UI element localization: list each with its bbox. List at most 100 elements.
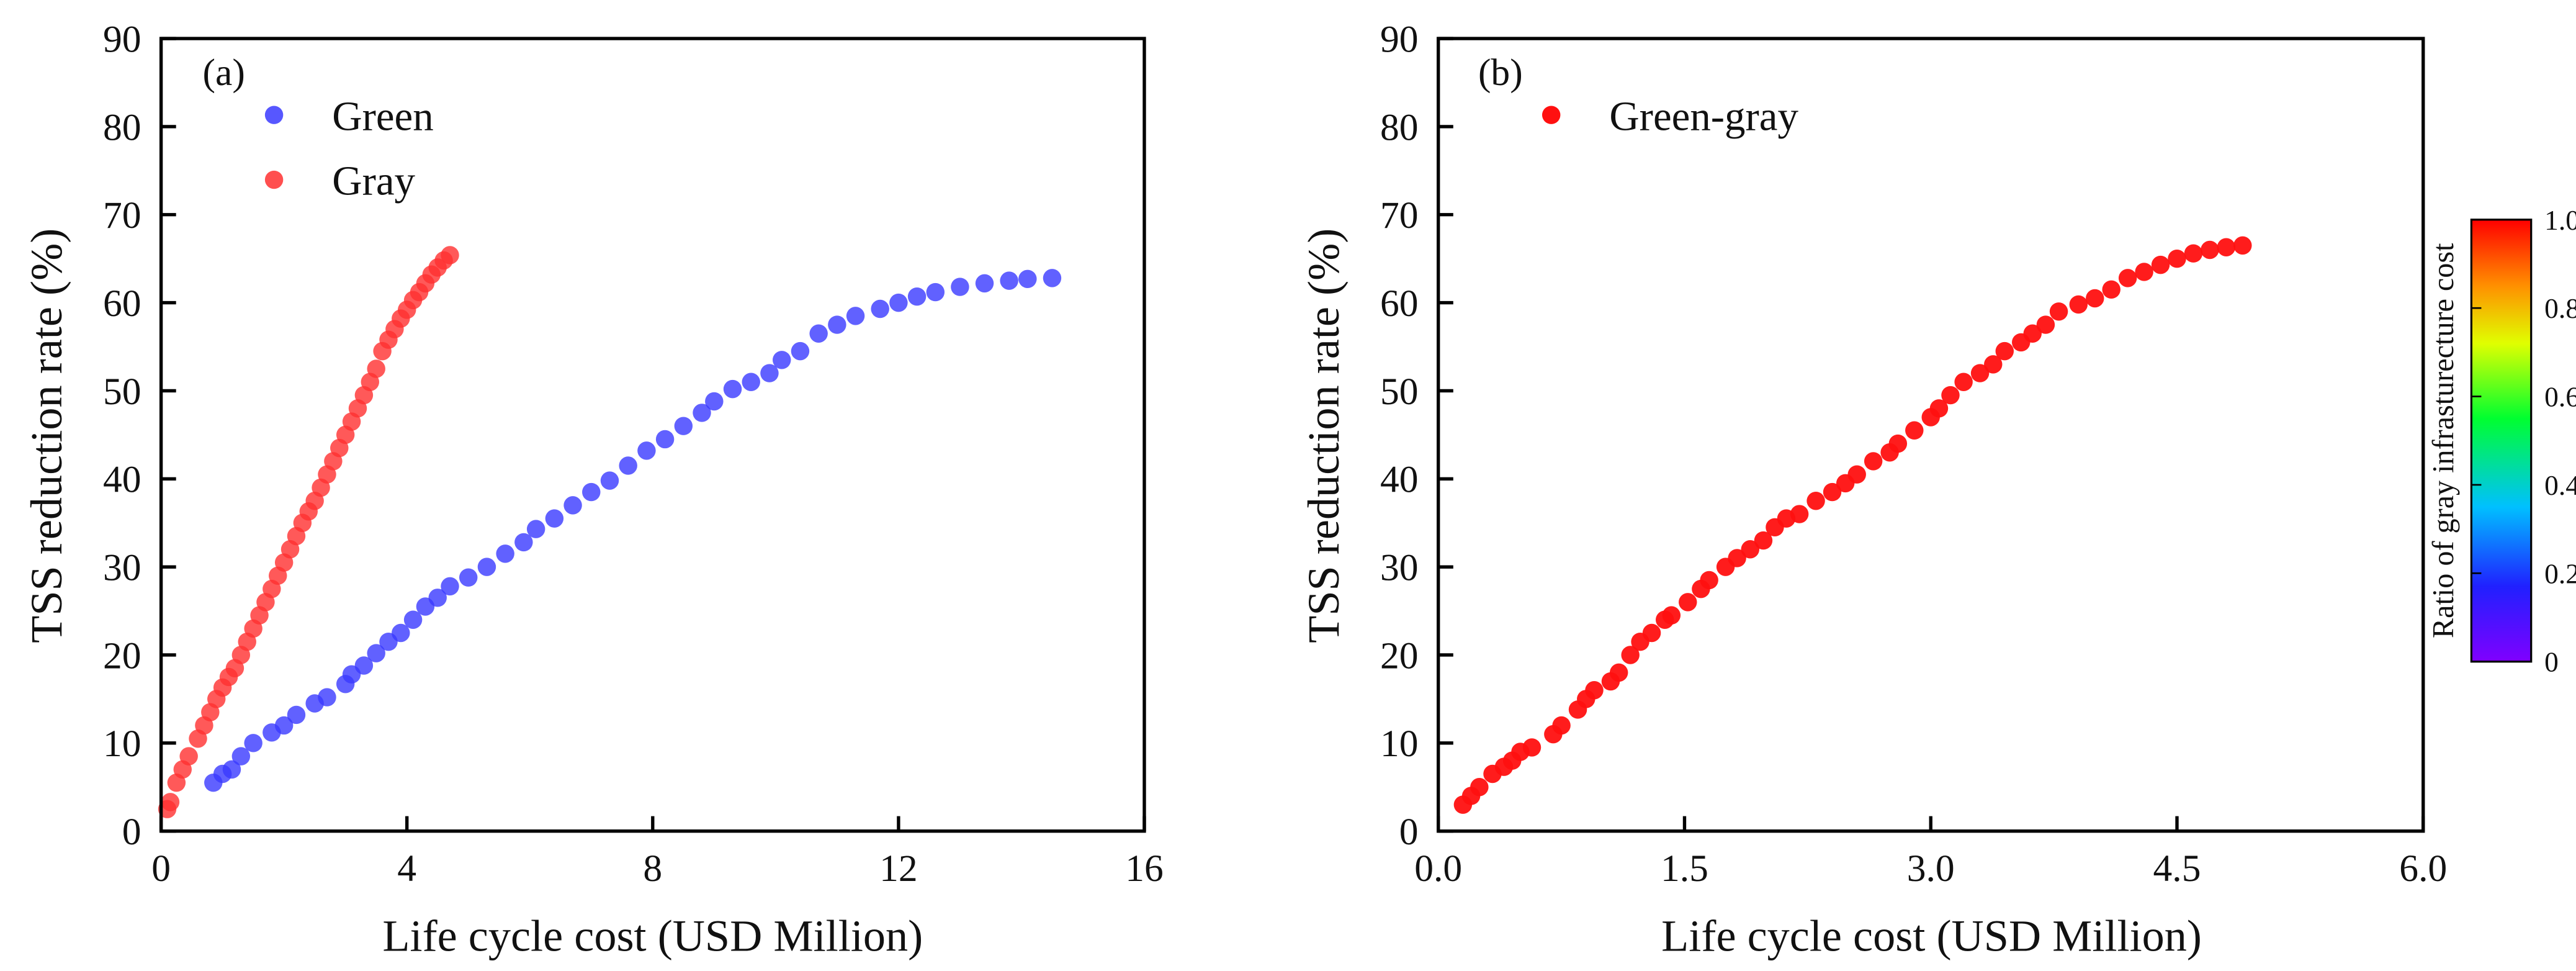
- point-green: [742, 373, 760, 391]
- y-axis-label-a: TSS reduction rate (%): [22, 228, 71, 643]
- legend-marker-gray: [264, 170, 284, 189]
- point-green: [600, 471, 619, 490]
- point-green: [1043, 269, 1062, 287]
- y-tick-label: 50: [1380, 371, 1419, 413]
- y-tick-label: 70: [1380, 194, 1419, 237]
- x-tick-label: 4: [397, 847, 416, 890]
- colorbar-gradient: [2470, 219, 2533, 663]
- x-tick-label: 12: [879, 847, 918, 890]
- point-green-gray: [2086, 289, 2104, 308]
- point-green-gray: [2168, 249, 2186, 268]
- point-green-gray: [2233, 236, 2252, 255]
- point-green-gray: [1522, 738, 1542, 757]
- colorbar-tick-label: 0: [2544, 646, 2559, 678]
- point-green-gray: [1790, 505, 1809, 523]
- point-green: [1018, 269, 1037, 289]
- point-green: [428, 589, 447, 607]
- y-tick-label: 20: [103, 635, 141, 677]
- point-green: [318, 688, 336, 707]
- point-green: [637, 441, 656, 460]
- point-green: [496, 544, 514, 563]
- y-tick-label: 0: [122, 811, 141, 853]
- point-green-gray: [1552, 716, 1571, 735]
- point-gray: [367, 359, 385, 378]
- x-tick-label: 8: [643, 847, 662, 890]
- point-green-gray: [1995, 341, 2014, 361]
- point-green-gray: [2069, 295, 2088, 314]
- point-green: [674, 417, 693, 435]
- point-green-gray: [2151, 255, 2170, 274]
- point-green-gray: [2036, 315, 2055, 334]
- y-tick-label: 40: [1380, 459, 1419, 501]
- point-green: [809, 324, 828, 343]
- point-green-gray: [2118, 269, 2137, 287]
- y-tick-label: 10: [1380, 723, 1419, 765]
- point-green-gray: [1609, 663, 1628, 682]
- point-green: [231, 747, 251, 766]
- point-green: [514, 533, 533, 552]
- x-tick-label: 16: [1125, 847, 1164, 890]
- point-green-gray: [2217, 238, 2236, 256]
- point-green-gray: [1941, 386, 1960, 405]
- colorbar-tick-label: 0.2: [2544, 558, 2576, 589]
- point-green-gray: [1864, 452, 1883, 471]
- point-green-gray: [1888, 434, 1908, 453]
- point-gray: [441, 246, 459, 264]
- x-tick-label: 3.0: [1907, 847, 1955, 890]
- point-green-gray: [1741, 540, 1759, 559]
- point-green-gray: [1754, 531, 1773, 550]
- point-green-gray: [2023, 324, 2042, 343]
- point-green-gray: [1728, 549, 1746, 567]
- y-tick-label: 80: [103, 106, 141, 148]
- point-green: [545, 509, 564, 528]
- y-tick-label: 80: [1380, 106, 1419, 148]
- panel-label-b: (b): [1478, 52, 1523, 94]
- y-tick-label: 0: [1399, 811, 1419, 853]
- point-gray: [179, 747, 198, 766]
- point-green-gray: [1621, 646, 1640, 664]
- point-green: [619, 456, 637, 475]
- point-green: [403, 610, 423, 629]
- y-tick-label: 90: [1380, 18, 1419, 60]
- point-green-gray: [1679, 593, 1697, 612]
- point-green: [846, 307, 865, 325]
- legend-label-green: Green: [332, 93, 433, 139]
- panel-a-points: [158, 246, 1062, 818]
- y-tick-label: 60: [1380, 282, 1419, 325]
- legend-label-green-gray: Green-gray: [1609, 93, 1798, 139]
- x-axis-label-b: Life cycle cost (USD Million): [1661, 911, 2202, 960]
- point-green: [889, 293, 908, 312]
- point-green: [477, 558, 496, 576]
- legend-marker-green-gray: [1542, 106, 1561, 124]
- point-green-gray: [1642, 623, 1661, 643]
- colorbar-label: Ratio of gray infrasturecture cost: [2427, 243, 2460, 638]
- x-tick-label: 4.5: [2153, 847, 2201, 890]
- point-green-gray: [2201, 240, 2219, 260]
- point-green: [773, 351, 791, 369]
- point-green: [582, 482, 601, 502]
- colorbar-ticks: 0 0.2 0.4 0.6 0.8 1.0: [2471, 204, 2576, 678]
- point-green: [287, 705, 306, 725]
- y-tick-label: 50: [103, 371, 141, 413]
- panel-label-a: (a): [203, 52, 245, 94]
- point-green: [367, 644, 385, 662]
- point-green: [951, 278, 969, 296]
- panel-a: (a) 0 4 8 12 16 0 10 20 30 40 50 60 70 80 90 Green Gra…: [22, 18, 1164, 960]
- point-green: [222, 760, 241, 779]
- point-green: [563, 496, 582, 515]
- point-green: [926, 282, 945, 302]
- y-tick-label: 10: [103, 723, 141, 765]
- point-green: [441, 577, 459, 596]
- legend-marker-green: [264, 106, 284, 124]
- point-green-gray: [2049, 302, 2068, 321]
- point-green-gray: [1700, 571, 1718, 590]
- point-green: [274, 716, 294, 735]
- panel-b-ticks: 0.0 1.5 3.0 4.5 6.0 0 10 20 30 40 50 60 70 80 90: [1380, 18, 2447, 889]
- point-green: [244, 734, 263, 752]
- legend-label-gray: Gray: [332, 158, 415, 204]
- point-green-gray: [1470, 778, 1489, 797]
- y-tick-label: 70: [103, 194, 141, 237]
- point-green-gray: [1954, 373, 1973, 391]
- x-tick-label: 6.0: [2399, 847, 2447, 890]
